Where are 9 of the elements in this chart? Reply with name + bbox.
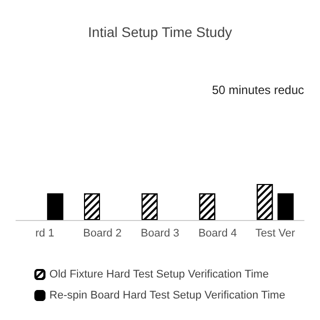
chart-title: Intial Setup Time Study xyxy=(88,24,232,40)
text: 50 minutes reduc xyxy=(212,83,304,97)
x-tick-label: Board 3 xyxy=(140,228,180,240)
legend-label: Re-spin Board Hard Test Setup Verification Time xyxy=(49,290,286,302)
x-tick-label: Test Ver xyxy=(255,228,296,240)
legend-label: Old Fixture Hard Test Setup Verification Time xyxy=(49,268,269,280)
x-tick-label: rd 1 xyxy=(35,228,54,240)
x-tick-label: Board 2 xyxy=(83,228,122,240)
x-tick-label: Board 4 xyxy=(198,228,237,240)
